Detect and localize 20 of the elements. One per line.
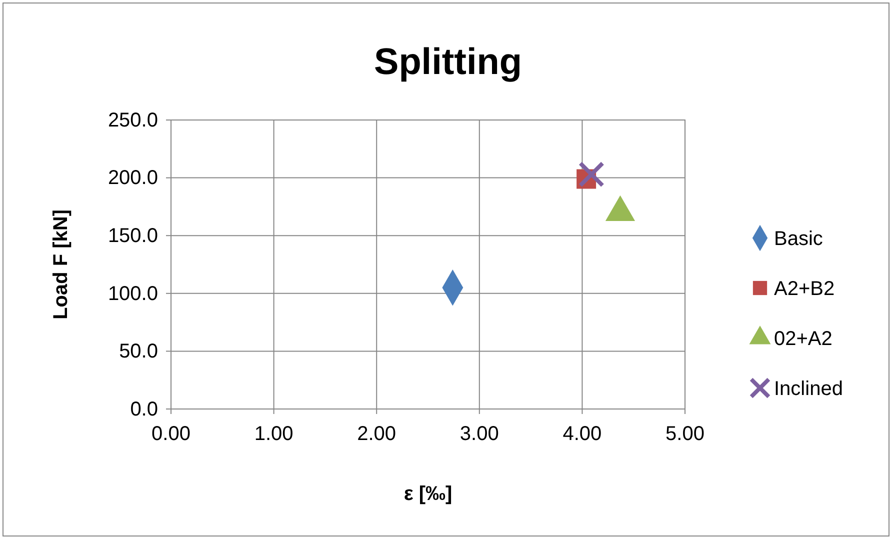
y-tick-label: 150.0 — [108, 225, 158, 247]
legend-label: A2+B2 — [774, 278, 835, 300]
y-axis-title: Load F [kN] — [50, 210, 72, 320]
y-tick-label: 200.0 — [108, 167, 158, 190]
point — [578, 161, 604, 188]
legend-label: 02+A2 — [774, 328, 832, 350]
y-tick-label: 0.0 — [130, 398, 158, 420]
y-tick-label: 50.0 — [119, 340, 158, 363]
x-tick-label: 0.00 — [152, 423, 190, 446]
x-tick-label: 5.00 — [666, 423, 704, 446]
x-axis-title: ε [‰] — [404, 483, 452, 505]
legend-label: Inclined — [774, 378, 843, 400]
x-tick-label: 4.00 — [562, 423, 602, 446]
x-tick-label: 2.00 — [357, 423, 396, 446]
x-tick-label: 1.00 — [254, 423, 294, 446]
legend-label: Basic — [774, 228, 823, 250]
y-tick-label: 250.0 — [108, 109, 158, 132]
y-tick-label: 100.0 — [108, 282, 158, 305]
x-tick-label: 3.00 — [460, 423, 499, 446]
chart-title: Splitting — [374, 41, 522, 82]
